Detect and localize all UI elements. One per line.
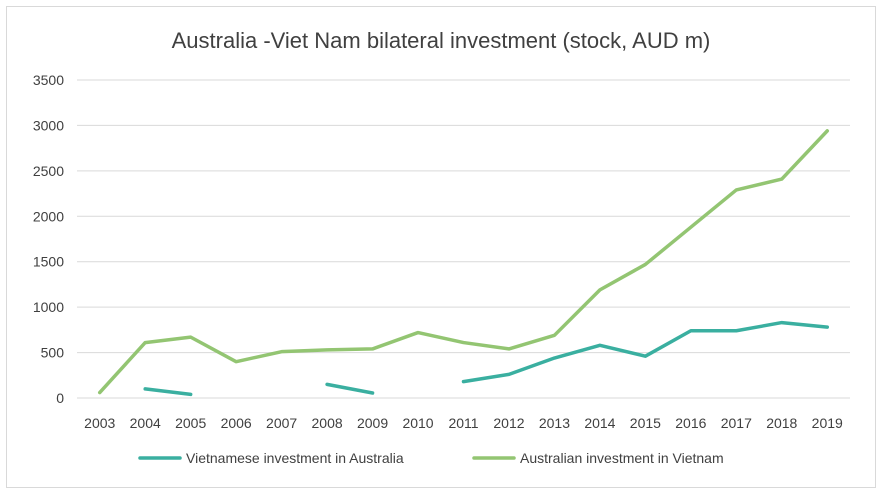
y-tick-label: 2000 — [33, 208, 64, 224]
x-tick-label: 2009 — [357, 415, 388, 431]
legend-label: Australian investment in Vietnam — [520, 450, 724, 466]
y-tick-label: 1500 — [33, 254, 64, 270]
x-tick-label: 2017 — [721, 415, 752, 431]
y-tick-label: 2500 — [33, 163, 64, 179]
chart-title: Australia -Viet Nam bilateral investment… — [172, 28, 711, 53]
legend: Vietnamese investment in Australia Austra… — [138, 450, 724, 466]
x-tick-label: 2018 — [766, 415, 797, 431]
x-tick-label: 2019 — [812, 415, 843, 431]
series-line-segment — [143, 387, 193, 397]
y-tick-label: 500 — [41, 345, 65, 361]
y-tick-label: 1000 — [33, 299, 64, 315]
x-tick-label: 2015 — [630, 415, 661, 431]
x-tick-label: 2004 — [130, 415, 161, 431]
legend-label: Vietnamese investment in Australia — [186, 450, 404, 466]
series-2 — [97, 129, 830, 395]
x-tick-label: 2013 — [539, 415, 570, 431]
x-tick-label: 2008 — [312, 415, 343, 431]
x-tick-label: 2003 — [84, 415, 115, 431]
gridlines — [77, 79, 850, 399]
x-tick-label: 2005 — [175, 415, 206, 431]
x-tick-label: 2010 — [402, 415, 433, 431]
y-tick-label: 3000 — [33, 117, 64, 133]
y-axis-ticks: 0 500 1000 1500 2000 2500 3000 3500 — [33, 72, 64, 406]
x-tick-label: 2006 — [221, 415, 252, 431]
series-1 — [143, 320, 830, 397]
x-tick-label: 2012 — [493, 415, 524, 431]
y-tick-label: 3500 — [33, 72, 64, 88]
x-axis-ticks: 2003 2004 2005 2006 2007 2008 2009 2010 2011 2012… — [84, 415, 843, 431]
x-tick-label: 2016 — [675, 415, 706, 431]
x-tick-label: 2014 — [584, 415, 615, 431]
series-lines — [97, 129, 830, 397]
chart-frame — [6, 6, 876, 488]
series-line-segment — [325, 382, 375, 395]
x-tick-label: 2007 — [266, 415, 297, 431]
y-tick-label: 0 — [56, 390, 64, 406]
x-tick-label: 2011 — [448, 415, 478, 431]
